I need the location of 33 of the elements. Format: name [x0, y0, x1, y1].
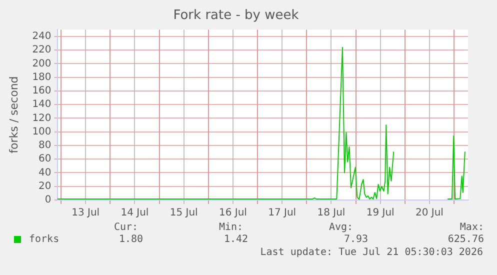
text: Max:	[458, 222, 484, 233]
y-tick-label: 240	[32, 31, 52, 42]
text: 1.42	[223, 234, 250, 245]
chart-title: Fork rate - by week	[173, 8, 300, 24]
legend-label: forks	[29, 234, 60, 245]
y-tick-label: 160	[32, 86, 52, 97]
text: 7.93	[343, 234, 370, 245]
y-tick-label: 60	[38, 154, 52, 165]
x-tick-label: 20 Jul	[415, 208, 444, 219]
y-tick-label: 20	[38, 180, 52, 192]
y-axis-title: forks / second	[7, 76, 20, 154]
text: Last update: Tue Jul 21 05:30:03 2026	[260, 247, 483, 258]
y-tick-label: 180	[32, 72, 52, 83]
x-tick-label: 13 Jul	[72, 208, 100, 219]
text: Avg:	[328, 222, 354, 233]
y-tick-label: 0	[44, 194, 52, 206]
y-tick-label: 80	[38, 140, 52, 152]
x-tick-label: 15 Jul	[170, 208, 198, 219]
x-tick-label: 16 Jul	[218, 208, 247, 219]
x-tick-label: 18 Jul	[317, 208, 346, 219]
text: Cur:	[113, 222, 140, 233]
y-tick-label: 40	[38, 167, 52, 178]
text: 1.80	[118, 234, 144, 245]
y-tick-label: 120	[32, 112, 52, 124]
y-tick-label: 220	[32, 44, 52, 56]
x-tick-label: 14 Jul	[120, 208, 149, 219]
y-tick-label: 100	[32, 126, 52, 138]
text: Min:	[218, 222, 244, 233]
y-tick-label: 200	[32, 58, 52, 70]
x-tick-label: 19 Jul	[366, 208, 394, 219]
x-tick-label: 17 Jul	[268, 208, 296, 219]
y-tick-label: 140	[32, 99, 52, 110]
text: 625.76	[446, 234, 484, 245]
